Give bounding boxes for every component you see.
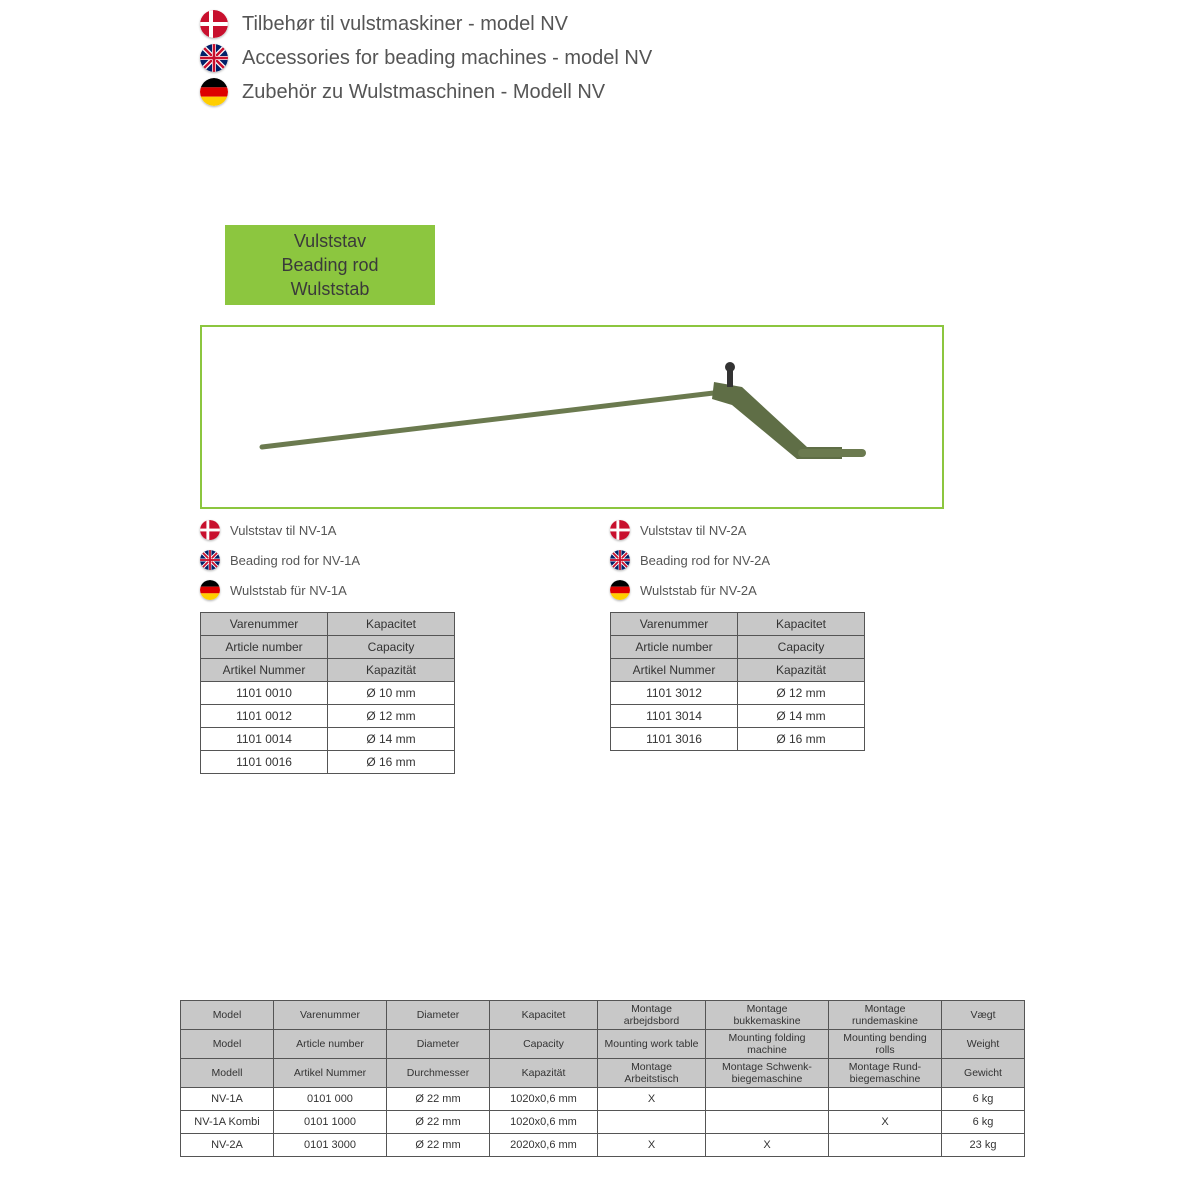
flag-uk-icon bbox=[200, 550, 220, 570]
flag-de-icon bbox=[200, 78, 228, 106]
main-table: Model Varenummer Diameter Kapacitet Mont… bbox=[180, 1000, 1025, 1157]
product-name-label: Vulststav Beading rod Wulststab bbox=[225, 225, 435, 305]
variant2-label-en: Beading rod for NV-2A bbox=[640, 553, 770, 568]
flag-dk-icon bbox=[610, 520, 630, 540]
product-illustration bbox=[200, 325, 944, 509]
green-label-de: Wulststab bbox=[225, 277, 435, 301]
flag-dk-icon bbox=[200, 520, 220, 540]
variant-col-2: Vulststav til NV-2A Beading rod for NV-2… bbox=[610, 520, 940, 774]
heading-dk: Tilbehør til vulstmaskiner - model NV bbox=[242, 13, 568, 36]
variant1-label-de: Wulststab für NV-1A bbox=[230, 583, 347, 598]
flag-dk-icon bbox=[200, 10, 228, 38]
headings: Tilbehør til vulstmaskiner - model NV Ac… bbox=[200, 10, 652, 112]
variant1-label-dk: Vulststav til NV-1A bbox=[230, 523, 336, 538]
variant-columns: Vulststav til NV-1A Beading rod for NV-1… bbox=[200, 520, 940, 774]
flag-de-icon bbox=[610, 580, 630, 600]
variant2-label-de: Wulststab für NV-2A bbox=[640, 583, 757, 598]
variant1-label-en: Beading rod for NV-1A bbox=[230, 553, 360, 568]
variant2-label-dk: Vulststav til NV-2A bbox=[640, 523, 746, 538]
variant1-table: VarenummerKapacitet Article numberCapaci… bbox=[200, 612, 455, 774]
flag-uk-icon bbox=[610, 550, 630, 570]
heading-de: Zubehör zu Wulstmaschinen - Modell NV bbox=[242, 81, 605, 104]
variant2-table: VarenummerKapacitet Article numberCapaci… bbox=[610, 612, 865, 751]
variant-col-1: Vulststav til NV-1A Beading rod for NV-1… bbox=[200, 520, 530, 774]
flag-de-icon bbox=[200, 580, 220, 600]
main-table-wrap: Model Varenummer Diameter Kapacitet Mont… bbox=[180, 1000, 1025, 1157]
heading-en: Accessories for beading machines - model… bbox=[242, 47, 652, 70]
green-label-en: Beading rod bbox=[225, 253, 435, 277]
flag-uk-icon bbox=[200, 44, 228, 72]
green-label-dk: Vulststav bbox=[225, 229, 435, 253]
